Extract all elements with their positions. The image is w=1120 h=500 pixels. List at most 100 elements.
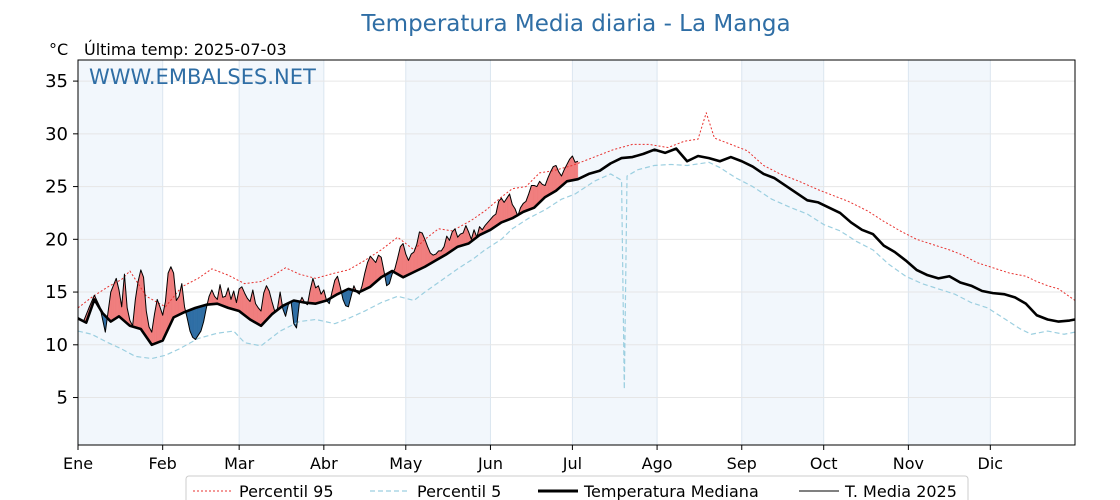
fill-above-median [255, 302, 258, 324]
fill-above-median [141, 273, 144, 334]
x-tick-label: Ago [642, 454, 673, 473]
x-tick-label: Jun [477, 454, 503, 473]
fill-above-median [508, 193, 510, 221]
unit-label: °C [49, 40, 68, 59]
fill-above-median [177, 295, 180, 316]
fill-above-median [114, 278, 117, 320]
fill-above-median [569, 157, 572, 182]
series-line-percentil-5 [77, 161, 1076, 390]
fill-above-median [158, 303, 161, 343]
fill-above-median [539, 180, 542, 203]
x-tick-label: Mar [224, 454, 255, 473]
fill-above-median [140, 269, 143, 332]
fill-above-median [538, 181, 540, 205]
fill-below-median [191, 308, 193, 338]
y-tick-label: 20 [45, 229, 68, 250]
fill-above-median [576, 160, 579, 180]
legend: Percentil 95 Percentil 5 Temperatura Med… [185, 475, 969, 500]
fill-above-median [535, 185, 538, 207]
fill-above-median [372, 258, 375, 285]
fill-below-median [192, 308, 195, 339]
fill-above-median [505, 197, 508, 222]
y-tick-label: 30 [45, 124, 68, 145]
fill-above-median [501, 197, 503, 223]
x-tick-label: Sep [727, 454, 757, 473]
fill-above-median [241, 286, 244, 315]
fill-above-median [502, 199, 505, 223]
legend-label-2025: T. Media 2025 [844, 482, 957, 500]
legend-label-p95: Percentil 95 [239, 482, 334, 500]
fill-above-median [137, 275, 140, 329]
fill-above-median [550, 169, 553, 195]
fill-above-median [316, 285, 319, 304]
fill-above-median [461, 232, 464, 246]
fill-above-median [503, 199, 506, 222]
plot-frame [77, 59, 1076, 446]
chart-title: Temperatura Media diaria - La Manga [360, 11, 790, 37]
month-band-mar [239, 60, 324, 445]
fill-below-median [346, 288, 349, 308]
fill-above-median [159, 306, 162, 342]
fill-above-median [420, 232, 423, 270]
x-tick-label: May [389, 454, 422, 473]
month-band-nov [908, 60, 991, 445]
fill-above-median [245, 295, 248, 318]
fill-above-median [533, 185, 536, 209]
fill-above-median [370, 255, 372, 288]
last-temp-label: Última temp: 2025-07-03 [84, 40, 287, 59]
fill-above-median [139, 269, 142, 330]
y-tick-label: 35 [45, 71, 68, 92]
month-band-sep [741, 60, 824, 445]
fill-above-median [244, 293, 247, 317]
fill-above-median [315, 286, 318, 304]
month-bands [78, 60, 991, 445]
fill-above-median [570, 155, 573, 181]
fill-above-median [554, 165, 557, 192]
fill-above-median [412, 251, 415, 273]
fill-above-median [157, 299, 159, 343]
series-line-temperatura-mediana [77, 147, 1076, 347]
y-tick-label: 15 [45, 282, 68, 303]
fill-below-median [199, 306, 202, 334]
x-tick-label: Oct [810, 454, 838, 473]
fill-below-median [345, 289, 348, 307]
fill-above-median [266, 285, 269, 321]
fill-above-median [267, 288, 270, 320]
fill-above-median [536, 183, 539, 206]
fill-above-median [111, 285, 114, 322]
x-tick-label: Jul [562, 454, 582, 473]
fill-above-median [460, 233, 462, 247]
fill-above-median [371, 257, 374, 287]
fill-above-median [172, 269, 174, 321]
fill-above-median [411, 252, 413, 274]
y-axis-ticks: 5 10 15 20 25 30 35 [45, 71, 78, 409]
y-tick-label: 10 [45, 335, 68, 356]
fill-below-median [197, 306, 200, 336]
month-band-ene [78, 60, 163, 445]
series-line-percentil-95 [77, 112, 1076, 309]
fill-above-median [419, 231, 421, 270]
fill-above-median [452, 229, 454, 251]
month-band-jul [572, 60, 658, 445]
fill-above-median [247, 297, 249, 319]
fill-below-median [196, 306, 199, 339]
x-tick-label: Dic [978, 454, 1004, 473]
fill-above-median [378, 254, 381, 281]
fill-above-median [240, 286, 243, 314]
fill-above-median [335, 275, 338, 296]
fill-above-median [169, 266, 172, 327]
y-tick-label: 5 [57, 388, 68, 409]
legend-label-p5: Percentil 5 [417, 482, 501, 500]
fill-above-median [113, 281, 116, 321]
fill-above-median [401, 242, 404, 278]
legend-label-median: Temperatura Mediana [583, 482, 759, 500]
fill-above-median [256, 305, 259, 325]
legend-box [185, 475, 969, 500]
fill-above-median [379, 255, 382, 279]
fill-below-median [195, 307, 198, 341]
y-tick-label: 25 [45, 177, 68, 198]
fill-above-median [248, 299, 251, 320]
fill-above-median [170, 266, 173, 324]
fill-above-median [400, 244, 402, 277]
